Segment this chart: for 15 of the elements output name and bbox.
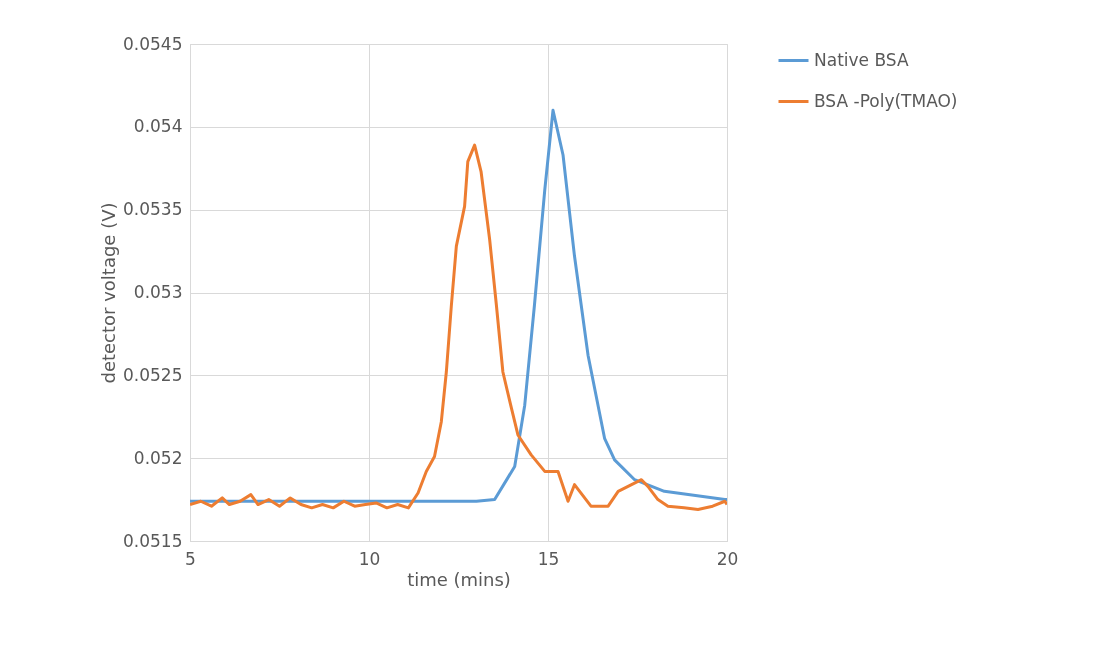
y-tick-label: 0.054	[133, 116, 183, 137]
y-tick-label: 0.0525	[123, 364, 183, 385]
y-axis-title: detector voltage (V)	[98, 202, 120, 384]
legend-label: BSA -Poly(TMAO)	[814, 90, 958, 111]
x-axis-title: time (mins)	[407, 568, 511, 590]
y-tick-label: 0.0535	[123, 199, 183, 220]
x-tick-label: 5	[185, 548, 196, 569]
y-tick-label: 0.052	[133, 447, 183, 468]
x-tick-label: 20	[716, 548, 739, 569]
x-tick-label: 15	[537, 548, 560, 569]
y-tick-label: 0.053	[133, 282, 183, 302]
y-tick-label: 0.0515	[123, 530, 183, 551]
y-tick-label: 0.0545	[123, 33, 183, 54]
x-tick-label: 10	[358, 548, 381, 569]
legend-label: Native BSA	[814, 49, 909, 70]
